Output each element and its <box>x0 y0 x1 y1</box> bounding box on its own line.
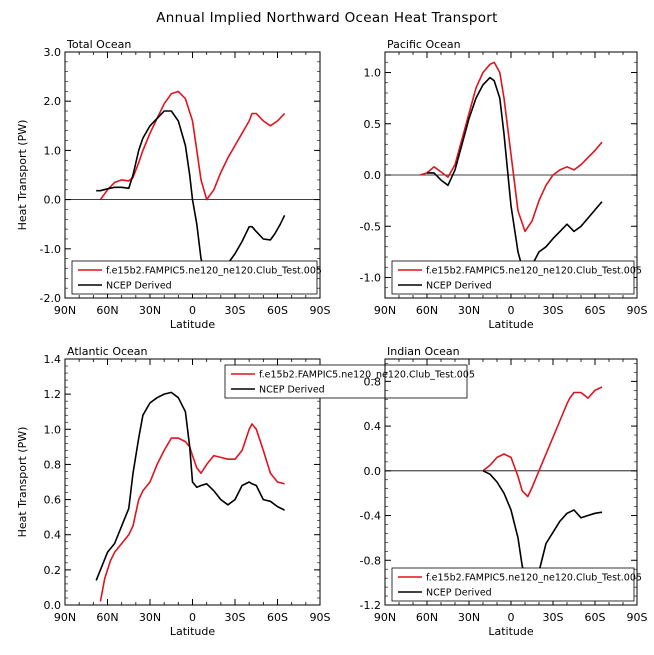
x-axis-label: Latitude <box>488 625 534 638</box>
y-tick-label: 2.0 <box>44 95 62 108</box>
legend-box <box>224 364 468 399</box>
legend: f.e15b2.FAMPIC5.ne120_ne120.Club_Test.00… <box>224 364 475 399</box>
y-axis-label: Heat Transport (PW) <box>16 427 29 538</box>
x-tick-label: 0 <box>508 611 515 624</box>
series-line-model <box>482 386 603 498</box>
x-tick-label: 60S <box>585 304 606 317</box>
x-tick-label: 60N <box>416 304 438 317</box>
x-tick-label: 90N <box>54 611 76 624</box>
y-tick-label: -0.4 <box>360 510 381 523</box>
x-tick-label: 0 <box>189 304 196 317</box>
panels: 90N 60N 30N 0 30S 60S 90S -2.0 -1.0 0.0 1.0 2.0 3.0 T… <box>16 38 648 638</box>
y-tick-label: 0.0 <box>364 465 382 478</box>
y-tick-label: 0.6 <box>44 494 62 507</box>
figure-title: Annual Implied Northward Ocean Heat Tran… <box>156 10 497 26</box>
x-tick-label: 90S <box>310 304 331 317</box>
x-axis-label: Latitude <box>488 318 534 331</box>
legend-box <box>391 567 635 602</box>
x-tick-label: 60S <box>585 611 606 624</box>
series-line-ncep <box>95 391 285 581</box>
chart-panel-2: 90N 60N 30N 0 30S 60S 90S -1.0 -0.5 0.0 0.5 1.0 Paci… <box>360 38 648 331</box>
x-tick-label: 60N <box>96 304 118 317</box>
x-tick-label: 30N <box>139 611 161 624</box>
y-tick-label: 0.5 <box>364 118 382 131</box>
series-line-model <box>419 61 603 233</box>
x-tick-label: 60S <box>267 304 288 317</box>
x-tick-label: 60S <box>267 611 288 624</box>
x-axis-label: Latitude <box>170 625 216 638</box>
y-tick-label: -0.8 <box>360 554 381 567</box>
y-tick-label: 0.0 <box>44 194 62 207</box>
x-tick-label: 60N <box>96 611 118 624</box>
legend-label-ncep: NCEP Derived <box>426 588 492 599</box>
panel-title: Indian Ocean <box>387 345 460 358</box>
chart-panel-4: 90N 60N 30N 0 30S 60S 90S -1.2 -0.8 -0.4 0.0 0.4 0.8… <box>360 345 648 638</box>
x-tick-label: 30S <box>543 611 564 624</box>
legend-label-model: f.e15b2.FAMPIC5.ne120_ne120.Club_Test.00… <box>106 266 322 277</box>
series-line-ncep <box>96 110 286 282</box>
x-tick-label: 30N <box>458 611 480 624</box>
x-tick-label: 30S <box>543 304 564 317</box>
y-tick-label: 1.0 <box>44 423 62 436</box>
y-tick-label: 0.0 <box>44 599 62 612</box>
x-tick-label: 0 <box>189 611 196 624</box>
x-tick-label: 90S <box>310 611 331 624</box>
legend-box <box>71 260 318 295</box>
y-tick-label: -1.2 <box>360 599 381 612</box>
chart-panel-3: 90N 60N 30N 0 30S 60S 90S 0.0 0.2 0.4 0.6 0.8 1.0 1.2… <box>16 345 475 638</box>
x-tick-label: 30N <box>458 304 480 317</box>
x-tick-label: 30N <box>139 304 161 317</box>
legend-box <box>391 260 635 295</box>
y-tick-label: -0.5 <box>360 220 381 233</box>
x-tick-label: 90S <box>627 304 648 317</box>
x-tick-label: 30S <box>225 611 246 624</box>
y-tick-label: 1.0 <box>44 144 62 157</box>
legend: f.e15b2.FAMPIC5.ne120_ne120.Club_Test.00… <box>391 567 642 602</box>
y-tick-label: 1.2 <box>44 388 62 401</box>
panel-title: Total Ocean <box>66 38 131 51</box>
y-tick-label: 0.4 <box>364 420 382 433</box>
x-tick-label: 90N <box>374 611 396 624</box>
y-tick-label: 0.8 <box>44 458 62 471</box>
panel-title: Pacific Ocean <box>387 38 461 51</box>
x-tick-label: 0 <box>508 304 515 317</box>
y-tick-label: 0.2 <box>44 564 62 577</box>
y-tick-label: 3.0 <box>44 46 62 59</box>
legend-label-model: f.e15b2.FAMPIC5.ne120_ne120.Club_Test.00… <box>259 370 475 381</box>
legend-label-model: f.e15b2.FAMPIC5.ne120_ne120.Club_Test.00… <box>426 266 642 277</box>
chart-panel-1: 90N 60N 30N 0 30S 60S 90S -2.0 -1.0 0.0 1.0 2.0 3.0 T… <box>16 38 331 331</box>
x-tick-label: 60N <box>416 611 438 624</box>
x-axis-label: Latitude <box>170 318 216 331</box>
series-line-ncep <box>427 76 603 271</box>
x-tick-label: 90N <box>54 304 76 317</box>
y-tick-label: 0.8 <box>364 375 382 388</box>
panel-title: Atlantic Ocean <box>67 345 148 358</box>
legend-label-model: f.e15b2.FAMPIC5.ne120_ne120.Club_Test.00… <box>426 573 642 584</box>
x-tick-label: 90S <box>627 611 648 624</box>
y-tick-label: 1.4 <box>44 353 62 366</box>
y-tick-label: -1.0 <box>360 272 381 285</box>
y-axis-label: Heat Transport (PW) <box>16 120 29 231</box>
series-line-model <box>99 90 286 201</box>
series-line-model <box>99 423 285 602</box>
y-tick-label: -2.0 <box>40 292 61 305</box>
legend-label-ncep: NCEP Derived <box>426 281 492 292</box>
y-tick-label: 0.0 <box>364 169 382 182</box>
y-tick-label: 0.4 <box>44 529 62 542</box>
legend: f.e15b2.FAMPIC5.ne120_ne120.Club_Test.00… <box>71 260 322 295</box>
y-tick-label: 1.0 <box>364 67 382 80</box>
x-tick-label: 30S <box>225 304 246 317</box>
legend-label-ncep: NCEP Derived <box>259 385 325 396</box>
y-tick-label: -1.0 <box>40 243 61 256</box>
legend: f.e15b2.FAMPIC5.ne120_ne120.Club_Test.00… <box>391 260 642 295</box>
x-tick-label: 90N <box>374 304 396 317</box>
legend-label-ncep: NCEP Derived <box>106 281 172 292</box>
